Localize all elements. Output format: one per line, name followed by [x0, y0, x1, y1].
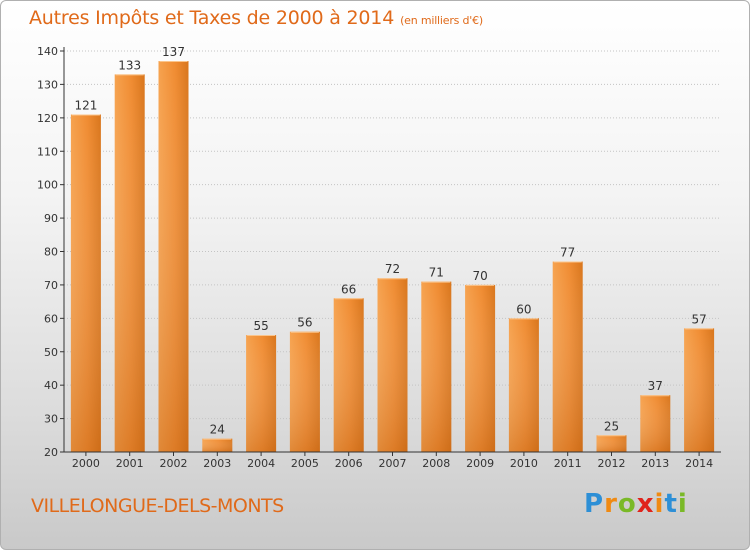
x-tick-label: 2014	[685, 457, 713, 470]
bar-shade	[70, 114, 101, 452]
chart-title-text: Autres Impôts et Taxes de 2000 à 2014	[29, 7, 395, 29]
y-tick-label: 40	[44, 379, 58, 392]
x-tick-label: 2002	[160, 457, 188, 470]
data-label: 57	[691, 312, 706, 326]
chart-title: Autres Impôts et Taxes de 2000 à 2014 (en…	[29, 7, 483, 29]
y-tick-label: 60	[44, 312, 58, 325]
bar-shade	[596, 435, 627, 452]
bar-shade	[508, 318, 539, 452]
data-label: 60	[516, 302, 531, 316]
bar-shade	[421, 281, 452, 452]
data-label: 121	[74, 98, 97, 112]
y-tick-label: 90	[44, 212, 58, 225]
y-tick-label: 100	[37, 179, 58, 192]
bars	[70, 61, 715, 453]
bar-shade	[114, 74, 145, 453]
logo-letter: r	[604, 489, 618, 519]
x-tick-label: 2000	[72, 457, 100, 470]
y-tick-label: 70	[44, 279, 58, 292]
commune-name: VILLELONGUE-DELS-MONTS	[31, 495, 284, 517]
x-tick-label: 2004	[247, 457, 275, 470]
logo-letter: x	[636, 489, 655, 519]
x-tick-label: 2012	[598, 457, 626, 470]
labels: 20 30 40 50 60 70 80 90 100 110 120 130 140 121 2000 13…	[37, 45, 713, 470]
data-label: 72	[385, 262, 400, 276]
data-label: 70	[472, 269, 487, 283]
y-tick-label: 140	[37, 45, 58, 58]
x-tick-label: 2007	[379, 457, 407, 470]
y-tick-label: 30	[44, 413, 58, 426]
y-tick-label: 80	[44, 246, 58, 259]
logo-letter: i	[654, 489, 665, 519]
y-tick-label: 110	[37, 145, 58, 158]
logo-letter: o	[617, 489, 637, 519]
x-tick-label: 2008	[422, 457, 450, 470]
x-tick-label: 2009	[466, 457, 494, 470]
x-tick-label: 2003	[203, 457, 231, 470]
x-tick-label: 2013	[641, 457, 669, 470]
data-label: 137	[162, 45, 185, 59]
bar-shade	[289, 331, 320, 452]
chart-unit: (en milliers d'€)	[400, 14, 483, 27]
x-tick-label: 2010	[510, 457, 538, 470]
bar-shade	[202, 438, 233, 452]
logo-letter: P	[584, 489, 605, 519]
data-label: 24	[210, 423, 225, 437]
y-tick-label: 120	[37, 112, 58, 125]
axes	[60, 47, 721, 456]
logo-letter: t	[664, 489, 678, 519]
logo-letter: i	[677, 489, 688, 519]
data-label: 133	[118, 58, 141, 72]
x-tick-label: 2011	[554, 457, 582, 470]
data-label: 77	[560, 246, 575, 260]
data-label: 71	[429, 266, 444, 280]
y-tick-label: 130	[37, 78, 58, 91]
y-tick-label: 20	[44, 446, 58, 459]
proxiti-logo: Proxiti	[584, 489, 688, 519]
y-tick-label: 50	[44, 346, 58, 359]
data-label: 25	[604, 419, 619, 433]
data-label: 56	[297, 316, 312, 330]
bar-shade	[552, 261, 583, 452]
data-label: 37	[648, 379, 663, 393]
bar-shade	[640, 395, 671, 452]
bar-shade	[684, 328, 715, 452]
bar-shade	[377, 278, 408, 452]
x-tick-label: 2005	[291, 457, 319, 470]
data-label: 66	[341, 282, 356, 296]
x-tick-label: 2001	[116, 457, 144, 470]
bar-shade	[158, 61, 189, 453]
bar-shade	[333, 298, 364, 452]
bar-shade	[246, 335, 277, 452]
data-label: 55	[253, 319, 268, 333]
bar-shade	[465, 284, 496, 452]
x-tick-label: 2006	[335, 457, 363, 470]
